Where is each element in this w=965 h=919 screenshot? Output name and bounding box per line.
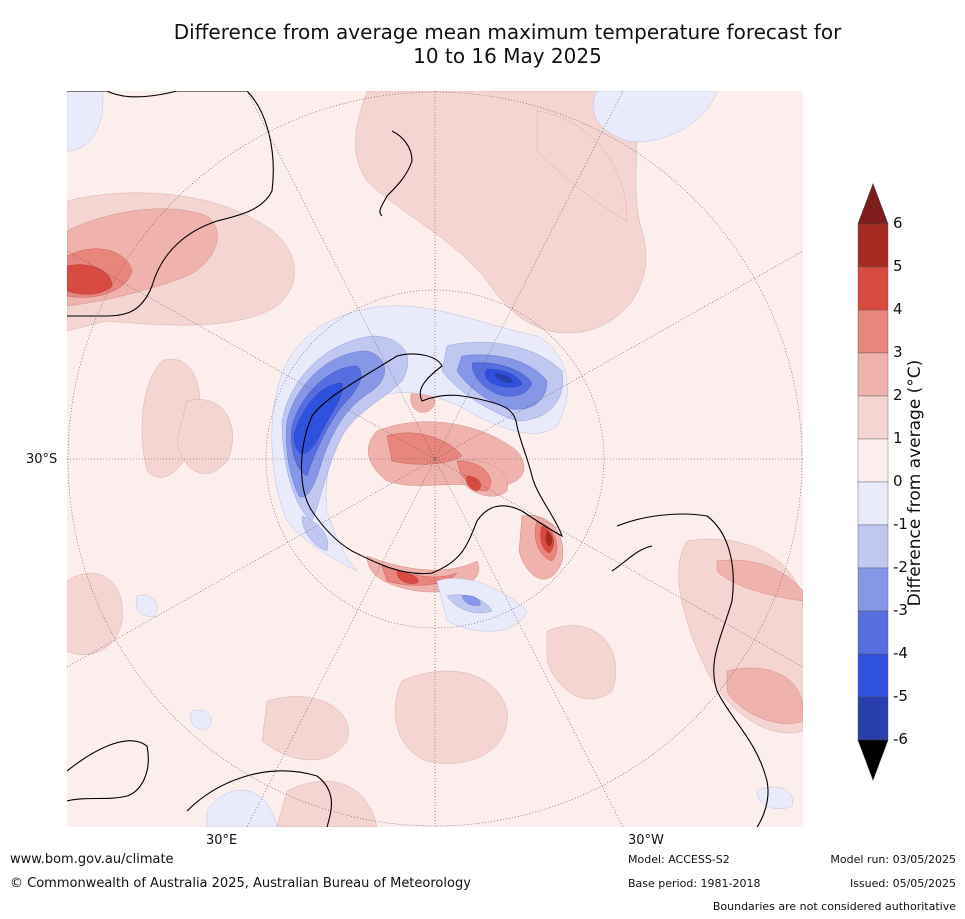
colorbar-band: [857, 696, 889, 741]
footer-model: Model: ACCESS-S2: [628, 853, 730, 866]
coast-africa: [67, 91, 274, 317]
colorbar-tick-label: 5: [893, 257, 903, 275]
colorbar-arrow-top: [857, 183, 889, 225]
coast-antarctica: [300, 353, 563, 575]
footer-issued: Issued: 05/05/2025: [849, 877, 956, 890]
colorbar-tick-label: -4: [893, 644, 908, 662]
colorbar: [857, 183, 889, 781]
title-line-1: Difference from average mean maximum tem…: [173, 20, 842, 44]
coast-australia-bottom: [67, 740, 149, 802]
colorbar-tick-label: -2: [893, 558, 908, 576]
anomaly-5-6: [545, 531, 553, 547]
colorbar-tick-label: -5: [893, 687, 908, 705]
latitude-label: 30°S: [26, 452, 58, 467]
colorbar-arrow-bottom: [857, 739, 889, 781]
longitude-label-east: 30°E: [206, 833, 238, 848]
colorbar-band: [857, 610, 889, 655]
coast-africa-south: [186, 770, 332, 827]
colorbar-band: [857, 653, 889, 698]
colorbar-band: [857, 352, 889, 397]
graticule: [67, 91, 803, 827]
colorbar-band: [857, 567, 889, 612]
footer-copyright: © Commonwealth of Australia 2025, Austra…: [10, 876, 471, 891]
title-line-2: 10 to 16 May 2025: [413, 44, 602, 68]
colorbar-tick-label: -6: [893, 730, 908, 748]
colorbar-band: [857, 395, 889, 440]
coast-peninsula: [611, 545, 653, 572]
colorbar-label: Difference from average (°C): [905, 359, 925, 607]
colorbar-tick-label: 3: [893, 343, 903, 361]
longitude-label-west: 30°W: [628, 833, 664, 848]
colorbar-tick-label: 0: [893, 472, 903, 490]
coast-south-america: [616, 513, 769, 827]
colorbar-tick-label: -3: [893, 601, 908, 619]
colorbar-tick-label: -1: [893, 515, 908, 533]
coast-new-zealand: [379, 130, 413, 217]
chart-title: Difference from average mean maximum tem…: [60, 20, 955, 68]
colorbar-tick-label: 6: [893, 214, 903, 232]
colorbar-band: [857, 266, 889, 311]
polar-map: [67, 91, 803, 827]
footer-base-period: Base period: 1981-2018: [628, 877, 761, 890]
colorbar-tick-label: 2: [893, 386, 903, 404]
footer-boundaries: Boundaries are not considered authoritat…: [712, 900, 956, 913]
footer-model-run: Model run: 03/05/2025: [830, 853, 956, 866]
map-svg: [67, 91, 803, 827]
colorbar-band: [857, 223, 889, 268]
colorbar-swatches: [857, 183, 889, 781]
colorbar-band: [857, 438, 889, 483]
coastlines: [67, 91, 769, 827]
footer-url[interactable]: www.bom.gov.au/climate: [10, 852, 174, 867]
colorbar-band: [857, 481, 889, 526]
anomaly-neg-5-6: [494, 373, 514, 383]
colorbar-tick-label: 1: [893, 429, 903, 447]
colorbar-tick-label: 4: [893, 300, 903, 318]
colorbar-band: [857, 309, 889, 354]
colorbar-band: [857, 524, 889, 569]
